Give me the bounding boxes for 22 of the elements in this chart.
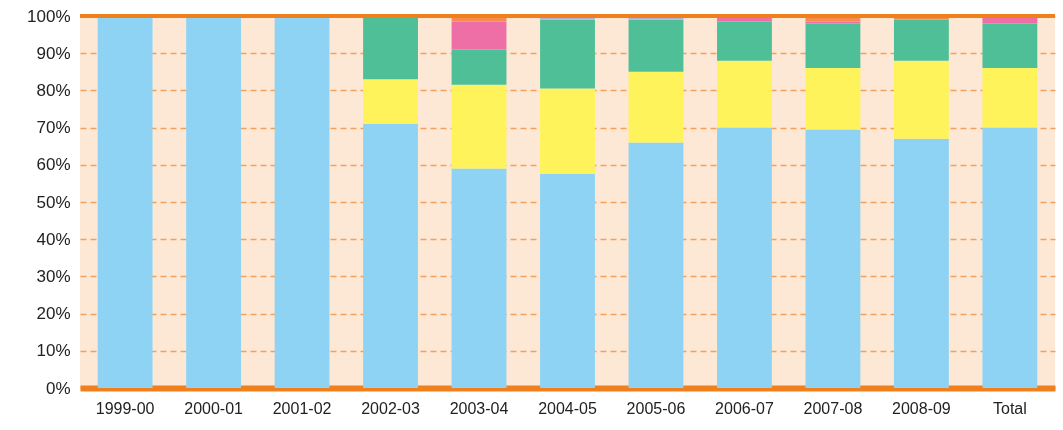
x-tick-label: 2000-01 [184,399,244,417]
y-tick-label: 40% [36,229,71,249]
y-tick-label: 60% [36,155,71,175]
x-tick-label: 2005-06 [626,399,686,417]
x-tick-label: 2001-02 [272,399,332,417]
y-tick-label: 90% [36,43,71,63]
y-tick-label: 80% [36,80,71,100]
y-tick-label: 0% [45,378,71,398]
x-tick-label: 2007-08 [803,399,863,417]
x-tick-label: Total [992,399,1027,417]
x-tick-label: 1999-00 [95,399,155,417]
x-tick-label: 2004-05 [538,399,597,417]
y-tick-label: 30% [36,266,71,286]
y-tick-label: 20% [36,304,71,324]
y-tick-label: 100% [27,6,71,26]
x-tick-label: 2002-03 [361,399,421,417]
y-tick-label: 70% [36,118,71,138]
x-tick-label: 2006-07 [715,399,774,417]
y-tick-label: 10% [36,341,71,361]
x-tick-label: 2008-09 [892,399,951,417]
y-tick-label: 50% [36,192,71,212]
x-tick-label: 2003-04 [449,399,509,417]
